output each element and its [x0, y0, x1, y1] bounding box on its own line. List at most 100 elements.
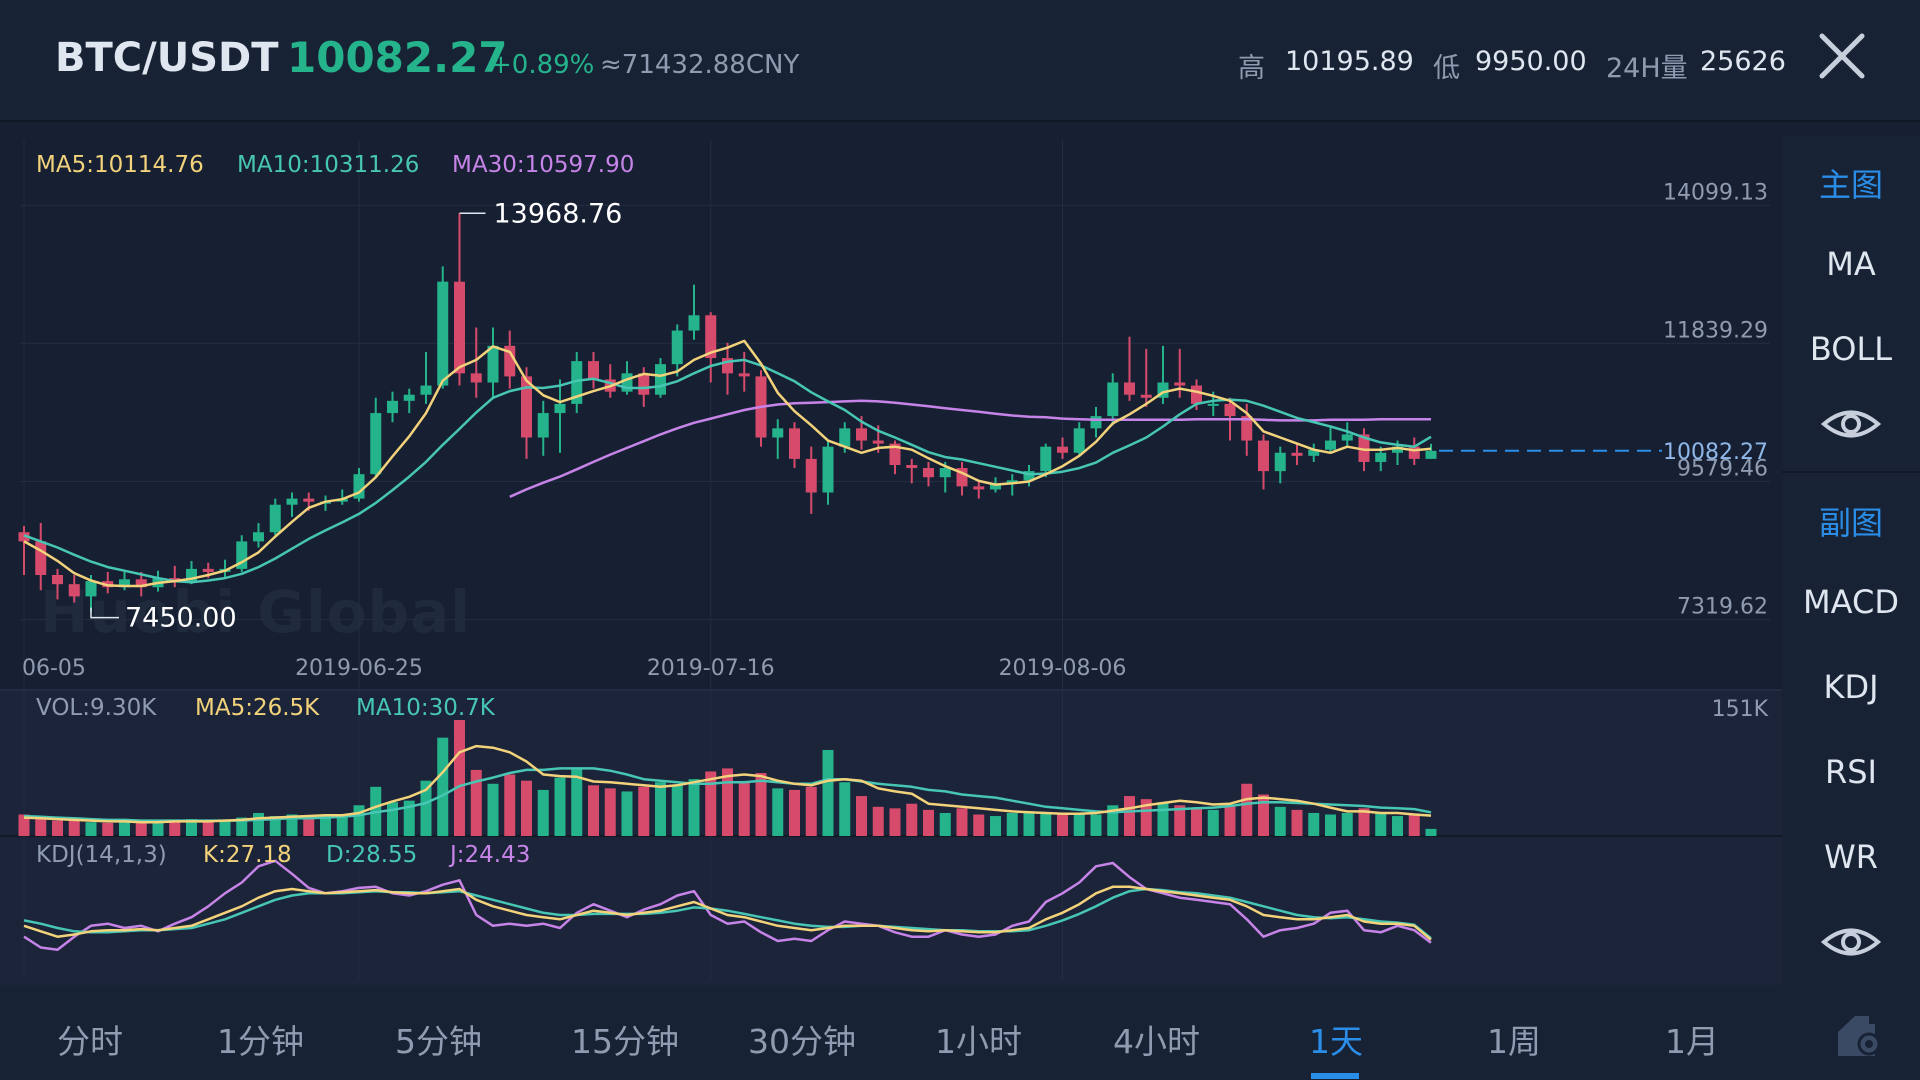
tab-1week[interactable]: 1周 — [1487, 1022, 1541, 1061]
change-percent: +0.89% — [490, 50, 595, 80]
volume-bar — [889, 808, 901, 836]
candle-body — [1274, 452, 1286, 472]
volume-bar — [588, 785, 599, 836]
volume-bar — [403, 800, 415, 836]
kdj-legend: KDJ(14,1,3) — [36, 842, 167, 868]
tab-1hour[interactable]: 1小时 — [935, 1022, 1022, 1061]
indicator-ma[interactable]: MA — [1826, 245, 1876, 283]
volume-bar — [1006, 812, 1018, 836]
volume-bar — [839, 782, 851, 836]
ma30-legend: MA30:10597.90 — [452, 152, 635, 178]
chart-settings-button[interactable] — [1835, 1010, 1885, 1060]
high-marker-label: 13968.76 — [494, 198, 623, 229]
volume-bar — [119, 820, 130, 836]
vol-ma5-legend: MA5:26.5K — [195, 695, 320, 721]
tab-1day[interactable]: 1天 — [1309, 1022, 1363, 1061]
close-button[interactable] — [1816, 30, 1868, 82]
candle-body — [269, 504, 281, 533]
candle-body — [35, 541, 47, 575]
indicator-wr[interactable]: WR — [1824, 838, 1878, 876]
candle-body — [588, 361, 599, 380]
volume-bar — [604, 788, 616, 836]
volume-bar — [336, 816, 348, 836]
volume-bar — [1341, 812, 1353, 836]
candle-body — [454, 281, 465, 374]
candle-body — [1241, 416, 1253, 441]
candle-body — [437, 281, 449, 386]
indicator-macd[interactable]: MACD — [1803, 583, 1899, 621]
tab-timeline[interactable]: 分时 — [57, 1022, 123, 1061]
candle-body — [1040, 446, 1052, 472]
x-tick-label: 06-05 — [22, 656, 86, 681]
kdj-j-line — [23, 859, 1432, 951]
tab-4hour[interactable]: 4小时 — [1113, 1022, 1200, 1061]
volume-bar — [722, 768, 733, 836]
candle-body — [1325, 440, 1336, 450]
candle-body — [1258, 440, 1269, 472]
low-value: 9950.00 — [1475, 46, 1587, 77]
candle-body — [303, 498, 315, 502]
volume-bar — [521, 780, 532, 836]
candle-body — [353, 474, 365, 499]
main-toggle-visibility[interactable] — [1782, 403, 1920, 453]
candle-body — [119, 579, 130, 588]
chart-canvas[interactable]: 14099.13 11839.29 9579.46 7319.62 06-05 2019-… — [0, 135, 1782, 985]
volume-bar — [856, 796, 867, 836]
sub-toggle-visibility[interactable] — [1782, 921, 1920, 971]
tab-15min[interactable]: 15分钟 — [571, 1022, 679, 1061]
volume-bar — [805, 786, 817, 836]
candle-body — [521, 376, 532, 438]
indicator-boll[interactable]: BOLL — [1809, 330, 1893, 368]
volume-bar — [1107, 805, 1119, 836]
sub-chart-heading: 副图 — [1818, 504, 1883, 542]
candle-body — [236, 541, 248, 569]
volume-bar — [470, 769, 482, 836]
kdj-pane — [0, 836, 1782, 985]
volume-bar — [1375, 812, 1387, 836]
candle-body — [1408, 446, 1420, 459]
volume-bar — [1308, 812, 1320, 836]
volume-bar — [1040, 812, 1052, 836]
volume-bar — [18, 814, 30, 836]
volume-bar — [68, 819, 80, 836]
tab-1min[interactable]: 1分钟 — [217, 1022, 304, 1061]
panel-divider — [1782, 471, 1920, 473]
vol-ma10-legend: MA10:30.7K — [356, 695, 495, 721]
candle-body — [856, 428, 867, 441]
volume-bar — [655, 782, 666, 836]
candle-body — [186, 568, 197, 582]
candle-body — [420, 385, 432, 395]
candle-body — [822, 446, 834, 493]
high-label: 高 — [1238, 53, 1265, 84]
volume-bar — [85, 822, 97, 836]
volume-ma5-line — [23, 744, 1432, 824]
volume-24h-label: 24H量 — [1606, 53, 1688, 84]
indicator-kdj[interactable]: KDJ — [1823, 668, 1879, 706]
kdj-k-line — [23, 885, 1432, 941]
kdj-d-line — [23, 887, 1432, 940]
candle-body — [1006, 480, 1018, 484]
volume-bar — [1258, 794, 1269, 836]
indicator-rsi[interactable]: RSI — [1825, 753, 1877, 791]
interval-tabs: 分时 1分钟 5分钟 15分钟 30分钟 1小时 4小时 1天 1周 1月 — [0, 985, 1782, 1080]
tab-1month[interactable]: 1月 — [1665, 1022, 1719, 1061]
active-tab-indicator — [1311, 1073, 1359, 1079]
tab-30min[interactable]: 30分钟 — [748, 1022, 856, 1061]
volume-bar — [1224, 805, 1236, 836]
candle-body — [135, 579, 147, 588]
high-value: 10195.89 — [1285, 46, 1414, 77]
candle-body — [571, 361, 583, 404]
tab-5min[interactable]: 5分钟 — [395, 1022, 482, 1061]
candle-body — [671, 330, 683, 365]
volume-bar — [789, 789, 800, 836]
volume-bar — [822, 749, 834, 836]
candle-body — [621, 373, 633, 392]
ma10-line — [23, 358, 1432, 584]
candle-body — [722, 358, 733, 374]
candle-body — [554, 403, 566, 414]
candle-body — [973, 486, 985, 490]
volume-bar — [437, 737, 449, 836]
y-tick-label: 11839.29 — [1663, 318, 1768, 343]
candle-body — [1073, 428, 1085, 453]
volume-bar — [35, 817, 47, 836]
